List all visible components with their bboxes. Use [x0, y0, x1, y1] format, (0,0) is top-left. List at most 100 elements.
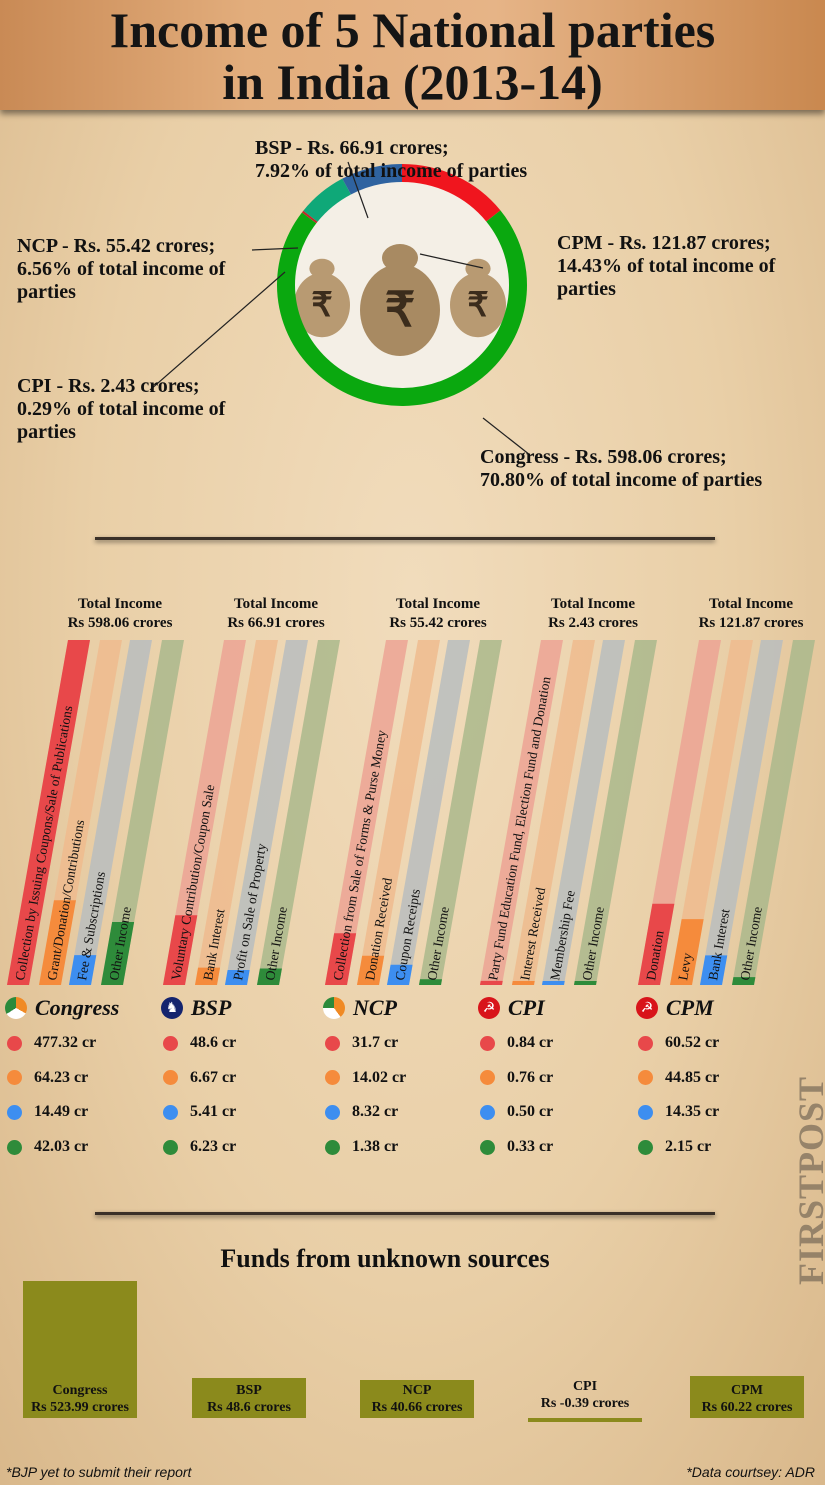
- ncp-clock-icon: [323, 997, 345, 1019]
- bar-track: [69, 640, 152, 985]
- unknown-bar-cpi: [528, 1418, 642, 1422]
- color-dot-icon: [638, 1035, 653, 1051]
- party-legend-cpm: ☭ CPM: [636, 995, 714, 1021]
- value-text: 8.32 cr: [352, 1103, 399, 1121]
- leader-line: [347, 161, 369, 219]
- bar-track: [357, 640, 440, 985]
- bar-cpi-2: [512, 981, 535, 985]
- value-text: 0.76 cr: [507, 1068, 554, 1086]
- value-text: 6.23 cr: [190, 1138, 237, 1156]
- unknown-bar-bsp: [192, 1378, 306, 1418]
- bar-bsp-1: [163, 915, 198, 985]
- value-row: 14.35 cr: [638, 1103, 719, 1121]
- donut-label-ncp: NCP - Rs. 55.42 crores; 6.56% of total in…: [17, 235, 226, 303]
- leader-line: [482, 417, 531, 456]
- donut-label-bsp: BSP - Rs. 66.91 crores; 7.92% of total in…: [255, 137, 528, 182]
- value-row: 1.38 cr: [325, 1138, 398, 1156]
- color-dot-icon: [325, 1070, 340, 1086]
- color-dot-icon: [7, 1139, 22, 1155]
- bar-track: [480, 640, 563, 985]
- income-breakdown-chart: Collection by Issuing Coupons/Sale of Pu…: [7, 640, 815, 985]
- value-row: 48.6 cr: [163, 1034, 236, 1052]
- color-dot-icon: [163, 1104, 178, 1120]
- donut-chart: ₹ ₹ ₹: [149, 161, 531, 456]
- money-bag-icon: ₹: [360, 244, 440, 356]
- svg-text:₹: ₹: [311, 287, 332, 324]
- bar-ncp-1: [325, 933, 357, 985]
- value-text: 0.84 cr: [507, 1034, 554, 1051]
- unknown-label: BSP Rs 48.6 crores: [207, 1383, 291, 1415]
- bar-track: [225, 640, 308, 985]
- color-dot-icon: [163, 1139, 178, 1155]
- color-dot-icon: [7, 1104, 22, 1120]
- svg-text:₹: ₹: [385, 284, 416, 337]
- page-title: Income of 5 National parties in India (20…: [109, 2, 716, 110]
- bar-ncp-4: [419, 979, 443, 985]
- unknown-bar-congress: [23, 1281, 137, 1418]
- bar-label: Levy: [675, 951, 695, 981]
- value-text: 44.85 cr: [665, 1068, 720, 1086]
- header-banner: Income of 5 National parties in India (20…: [0, 0, 825, 110]
- footnote-bjp: *BJP yet to submit their report: [6, 1464, 192, 1480]
- unknown-label: CPI Rs -0.39 crores: [540, 1379, 630, 1411]
- value-text: 5.41 cr: [190, 1103, 237, 1121]
- unknown-sources-title: Funds from unknown sources: [220, 1244, 550, 1273]
- divider: [95, 1212, 715, 1215]
- total-income-ncp: Total Income Rs 55.42 crores: [389, 596, 487, 631]
- hammer-sickle-icon: ☭: [636, 997, 658, 1019]
- color-dot-icon: [480, 1035, 495, 1051]
- bar-ncp-2: [357, 955, 385, 985]
- value-row: 2.15 cr: [638, 1138, 711, 1156]
- hammer-sickle-icon: ☭: [478, 997, 500, 1019]
- value-text: 2.15 cr: [665, 1138, 712, 1156]
- value-row: 0.50 cr: [480, 1103, 553, 1121]
- bar-label: Fee & Subscriptions: [74, 870, 108, 981]
- unknown-label: NCP Rs 40.66 crores: [371, 1383, 463, 1415]
- value-text: 64.23 cr: [34, 1068, 89, 1086]
- bar-cpm-3: [700, 955, 728, 985]
- donut-slice-cpm: [402, 164, 501, 222]
- donut-slice-cpi: [301, 210, 318, 224]
- total-income-cpm: Total Income Rs 121.87 crores: [698, 596, 804, 631]
- firstpost-watermark: FIRSTPOST: [791, 1075, 825, 1285]
- bar-track: [512, 640, 595, 985]
- leader-line: [419, 253, 484, 269]
- color-dot-icon: [480, 1104, 495, 1120]
- party-legend-cpi: ☭ CPI: [478, 995, 545, 1021]
- value-text: 31.7 cr: [352, 1034, 399, 1051]
- color-dot-icon: [325, 1139, 340, 1155]
- value-row: 14.49 cr: [7, 1103, 88, 1121]
- total-income-congress: Total Income Rs 598.06 crores: [67, 596, 173, 631]
- value-text: 6.67 cr: [190, 1068, 237, 1086]
- unknown-label: Congress Rs 523.99 crores: [31, 1383, 129, 1415]
- bar-cpi-1: [480, 980, 503, 985]
- party-name: CPI: [508, 995, 545, 1020]
- total-income-cpi: Total Income Rs 2.43 crores: [548, 596, 638, 631]
- bar-track: [542, 640, 625, 985]
- party-name: Congress: [35, 995, 120, 1020]
- svg-text:₹: ₹: [467, 287, 488, 324]
- party-name: NCP: [353, 995, 397, 1020]
- donut-label-congress: Congress - Rs. 598.06 crores; 70.80% of t…: [480, 446, 763, 491]
- bar-congress-2: [39, 900, 76, 985]
- value-row: 8.32 cr: [325, 1103, 398, 1121]
- bsp-elephant-icon: ♞: [161, 997, 183, 1019]
- bar-track: [700, 640, 783, 985]
- bar-cpi-3: [542, 981, 565, 985]
- bar-bsp-4: [257, 968, 282, 985]
- color-dot-icon: [638, 1070, 653, 1086]
- value-text: 14.49 cr: [34, 1103, 89, 1121]
- color-dot-icon: [480, 1139, 495, 1155]
- color-dot-icon: [325, 1104, 340, 1120]
- bar-cpm-1: [638, 903, 675, 985]
- value-text: 1.38 cr: [352, 1138, 399, 1156]
- party-legend-ncp: NCP: [323, 995, 397, 1021]
- unknown-bar-ncp: [360, 1379, 474, 1418]
- value-row: 14.02 cr: [325, 1069, 406, 1087]
- color-dot-icon: [163, 1070, 178, 1086]
- color-dot-icon: [7, 1035, 22, 1051]
- color-dot-icon: [325, 1035, 340, 1051]
- donut-slice-ncp: [303, 178, 351, 222]
- donut-label-cpi: CPI - Rs. 2.43 crores; 0.29% of total inc…: [17, 375, 226, 443]
